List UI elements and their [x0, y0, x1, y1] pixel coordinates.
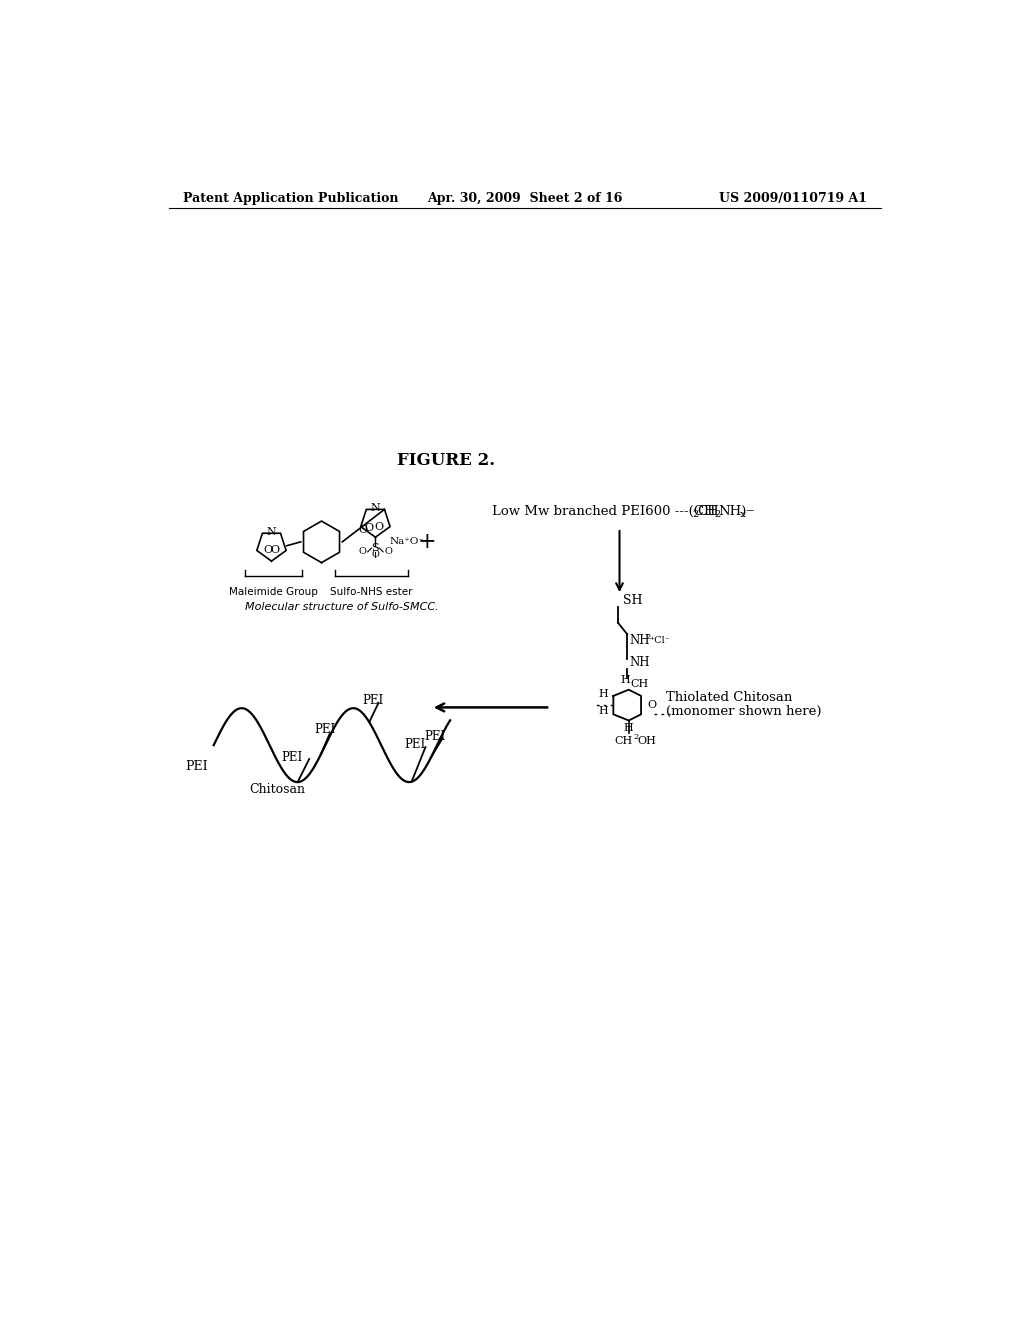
- Text: ⁺Cl⁻: ⁺Cl⁻: [649, 636, 671, 645]
- Text: O: O: [270, 545, 280, 556]
- Text: OH: OH: [637, 735, 656, 746]
- Text: N: N: [266, 527, 276, 537]
- Text: H: H: [621, 676, 631, 685]
- Text: PEI: PEI: [185, 760, 208, 774]
- Text: S: S: [372, 543, 379, 553]
- Text: CH: CH: [614, 735, 633, 746]
- Text: NH): NH): [718, 504, 746, 517]
- Text: PEI: PEI: [424, 730, 445, 743]
- Text: H: H: [598, 706, 608, 717]
- Text: Sulfo-NHS ester: Sulfo-NHS ester: [330, 587, 412, 597]
- Text: +: +: [418, 531, 436, 553]
- Text: PEI: PEI: [362, 694, 384, 708]
- Text: CH: CH: [697, 504, 719, 517]
- Text: O: O: [358, 546, 367, 556]
- Text: PEI: PEI: [314, 723, 335, 737]
- Text: Na⁺O⁻: Na⁺O⁻: [389, 537, 424, 546]
- Text: --: --: [745, 504, 755, 517]
- Text: NH: NH: [630, 634, 650, 647]
- Text: 2: 2: [646, 634, 651, 642]
- Text: Patent Application Publication: Patent Application Publication: [183, 191, 398, 205]
- Text: Apr. 30, 2009  Sheet 2 of 16: Apr. 30, 2009 Sheet 2 of 16: [427, 191, 623, 205]
- Text: O: O: [365, 523, 374, 533]
- Text: 2: 2: [714, 510, 721, 519]
- Text: PEI: PEI: [404, 738, 426, 751]
- Text: 2: 2: [634, 734, 639, 742]
- Text: O: O: [374, 521, 383, 532]
- Text: (monomer shown here): (monomer shown here): [666, 705, 821, 718]
- Text: O: O: [385, 546, 392, 556]
- Text: Molecular structure of Sulfo-SMCC.: Molecular structure of Sulfo-SMCC.: [245, 602, 438, 612]
- Text: Thiolated Chitosan: Thiolated Chitosan: [666, 690, 793, 704]
- Text: x: x: [739, 510, 745, 519]
- Text: N: N: [371, 503, 380, 513]
- Text: SH: SH: [624, 594, 643, 607]
- Text: PEI: PEI: [281, 751, 302, 764]
- Text: 2: 2: [692, 510, 699, 519]
- Text: CH: CH: [631, 678, 648, 689]
- Text: Maleimide Group: Maleimide Group: [228, 587, 317, 597]
- Text: FIGURE 2.: FIGURE 2.: [397, 451, 496, 469]
- Text: H: H: [624, 723, 634, 733]
- Text: O: O: [358, 525, 368, 535]
- Text: H: H: [598, 689, 608, 700]
- Text: O: O: [372, 550, 379, 558]
- Text: NH: NH: [630, 656, 650, 669]
- Text: Low Mw branched PEI600 ---(CH: Low Mw branched PEI600 ---(CH: [493, 504, 716, 517]
- Text: O: O: [647, 700, 656, 710]
- Text: Chitosan: Chitosan: [249, 783, 305, 796]
- Text: US 2009/0110719 A1: US 2009/0110719 A1: [719, 191, 866, 205]
- Text: O: O: [264, 545, 272, 556]
